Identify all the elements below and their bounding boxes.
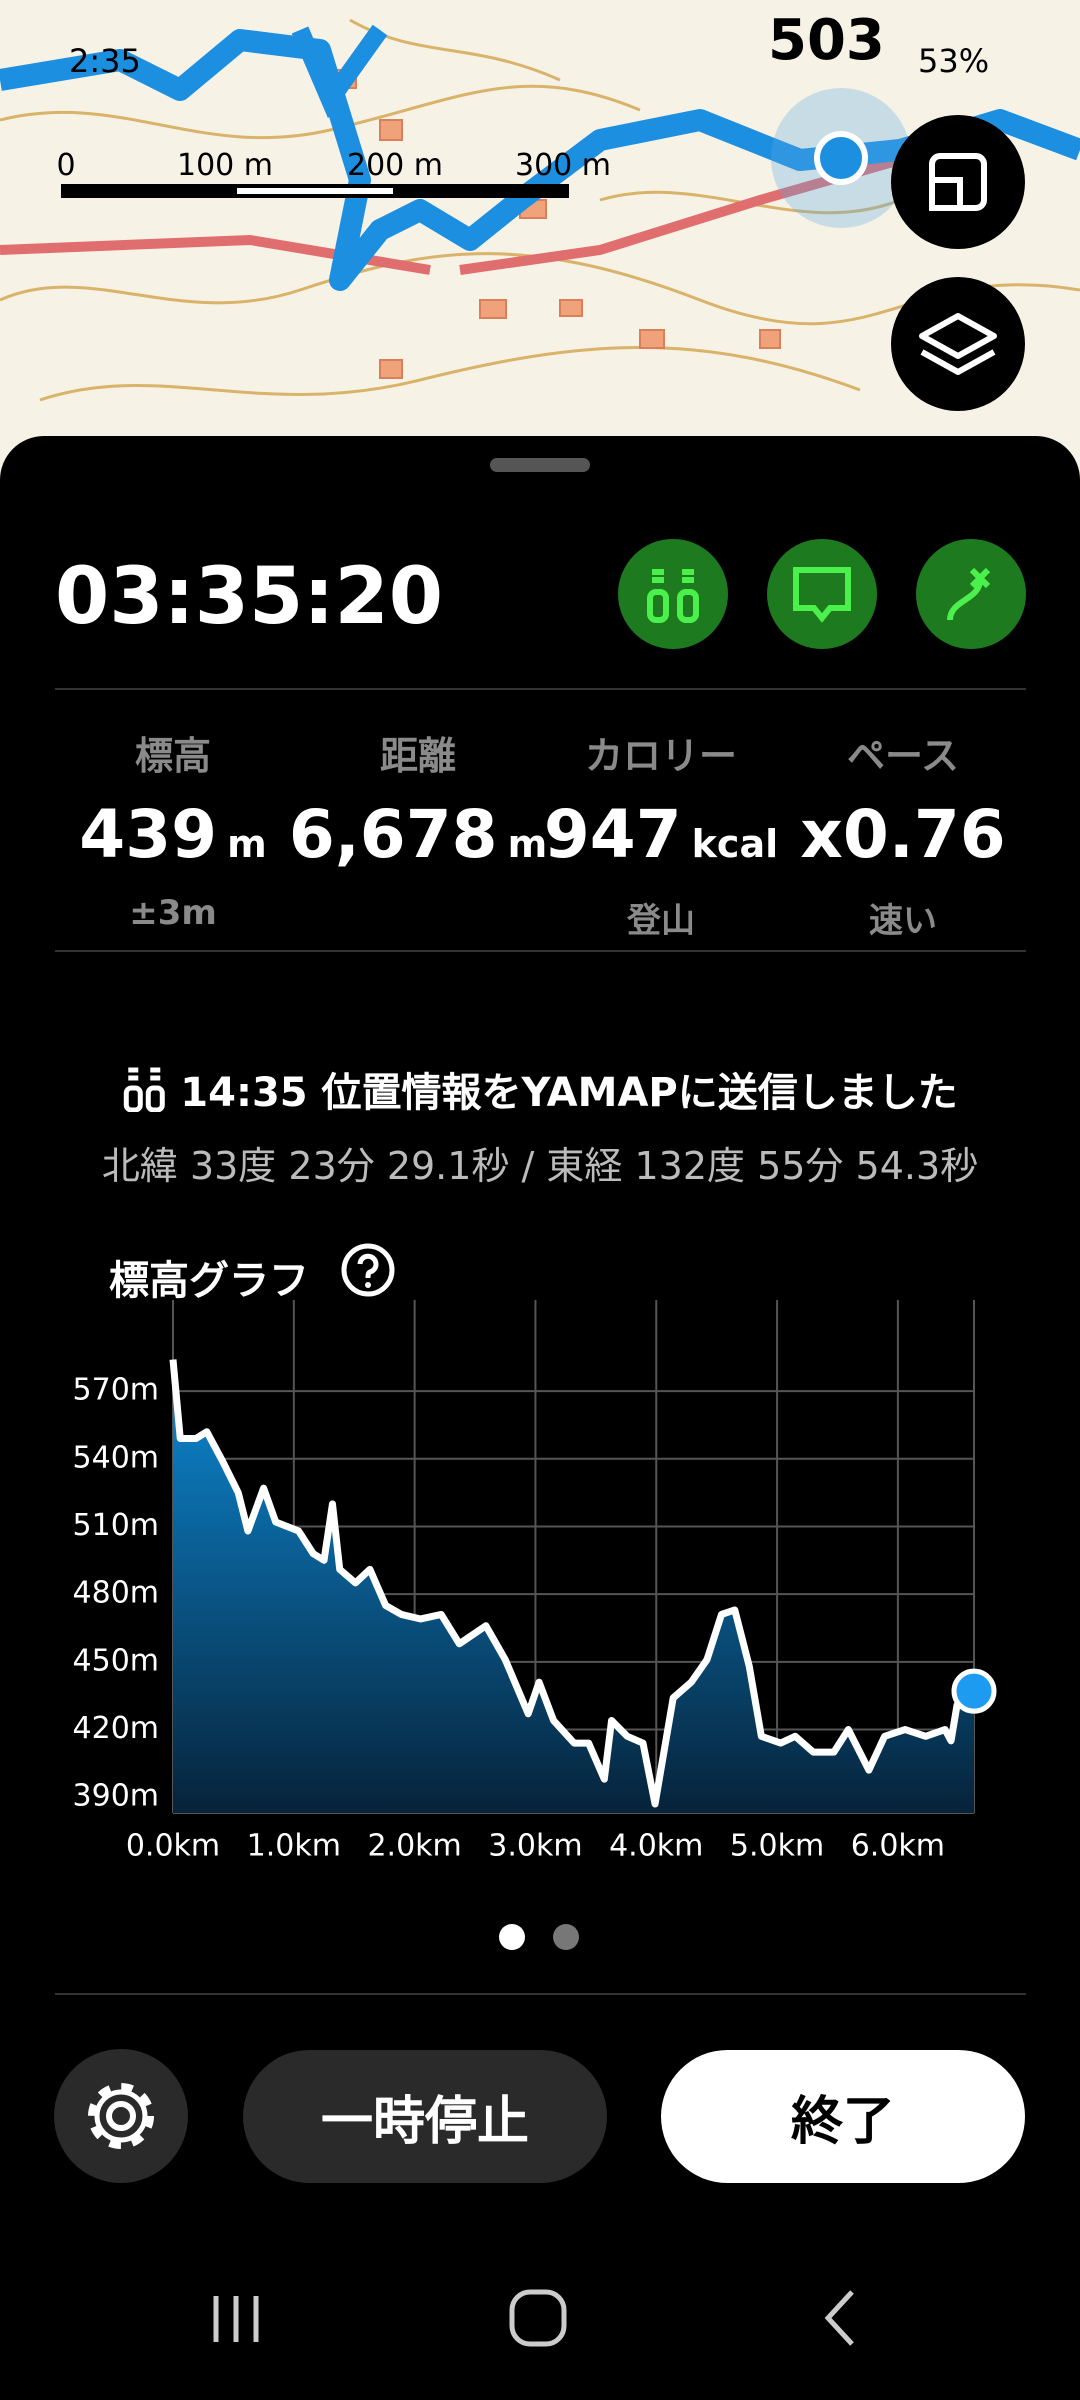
y-tick-label: 450m xyxy=(73,1643,159,1678)
send-message: 14:35 位置情報をYAMAPに送信しました xyxy=(122,1060,958,1118)
y-tick-label: 540m xyxy=(73,1440,159,1475)
divider xyxy=(55,1993,1026,1995)
x-tick-label: 1.0km xyxy=(247,1829,341,1864)
stat-sub: ±3m xyxy=(129,893,217,933)
elevation-line xyxy=(169,1359,977,1808)
y-tick-label: 510m xyxy=(73,1508,159,1543)
map-label: 503 xyxy=(768,8,885,73)
x-tick-label: 3.0km xyxy=(488,1829,582,1864)
stat-value: 439 m xyxy=(79,796,266,873)
send-text: 位置情報をYAMAPに送信しました xyxy=(321,1070,958,1116)
stat-sub: 登山 xyxy=(627,901,695,941)
x-tick-label: 0.0km xyxy=(126,1829,220,1864)
x-tick-label: 5.0km xyxy=(730,1829,824,1864)
stat-label: 距離 xyxy=(379,734,457,778)
icon xyxy=(123,1067,165,1113)
scale-label: 100 m xyxy=(176,148,274,183)
y-tick-label: 480m xyxy=(73,1576,159,1611)
nav-bar xyxy=(213,2289,854,2347)
value: 6,678 xyxy=(288,796,498,873)
value: x0.76 xyxy=(800,796,1006,873)
home-button[interactable] xyxy=(509,2289,567,2347)
end-button[interactable]: 終了 xyxy=(661,2050,1025,2183)
unit: kcal xyxy=(691,822,779,866)
x-tick-label: 4.0km xyxy=(609,1829,703,1864)
y-tick-label: 390m xyxy=(73,1779,159,1814)
x-tick-label: 6.0km xyxy=(851,1829,945,1864)
pause-button[interactable]: 一時停止 xyxy=(243,2050,607,2183)
stat-value: x0.76 xyxy=(800,796,1005,873)
value: 439 xyxy=(79,796,218,873)
unit: m xyxy=(507,822,548,866)
area-fill xyxy=(173,1359,974,1813)
y-tick-label: 570m xyxy=(73,1373,159,1408)
recents-button[interactable] xyxy=(213,2296,259,2342)
scale-label: 300 m xyxy=(514,148,612,183)
message-button[interactable] xyxy=(767,539,877,649)
status-time: 2:35 xyxy=(69,42,141,80)
chart-title: 標高グラフ xyxy=(109,1258,309,1304)
unit: m xyxy=(227,822,267,866)
y-tick-label: 420m xyxy=(73,1711,159,1746)
current-position xyxy=(951,1668,997,1714)
stat-label: 標高 xyxy=(134,734,212,778)
stat-value: 6,678 m xyxy=(289,796,547,873)
pager xyxy=(499,1924,579,1950)
divider xyxy=(55,688,1026,690)
value: 947 xyxy=(543,796,682,873)
back-button[interactable] xyxy=(824,2290,854,2346)
status-battery: 53% xyxy=(918,42,990,80)
help-button[interactable] xyxy=(340,1242,396,1298)
elevation-chart: 390m 420m 450m 480m 510m 540m 570m 0.0km 1.0km 2.… xyxy=(73,1300,997,1864)
map xyxy=(0,0,1080,480)
divider xyxy=(55,950,1026,952)
stat-label: カロリー xyxy=(584,734,738,778)
share-button[interactable] xyxy=(618,539,728,649)
stat-value: 947 kcal xyxy=(544,796,778,873)
stat-label: ペース xyxy=(846,734,960,778)
coordinates: 北緯 33度 23分 29.1秒 / 東経 132度 55分 54.3秒 xyxy=(101,1144,979,1188)
action-icons xyxy=(618,539,1026,649)
scale-label: 0 xyxy=(56,148,76,183)
timer: 03:35:20 xyxy=(55,552,444,642)
send-time: 14:35 xyxy=(180,1070,308,1116)
sheet-handle[interactable] xyxy=(490,458,590,472)
scale-label: 200 m xyxy=(346,148,444,183)
x-tick-label: 2.0km xyxy=(367,1829,461,1864)
settings-button[interactable] xyxy=(54,2049,188,2183)
stat-sub: 速い xyxy=(869,901,937,941)
